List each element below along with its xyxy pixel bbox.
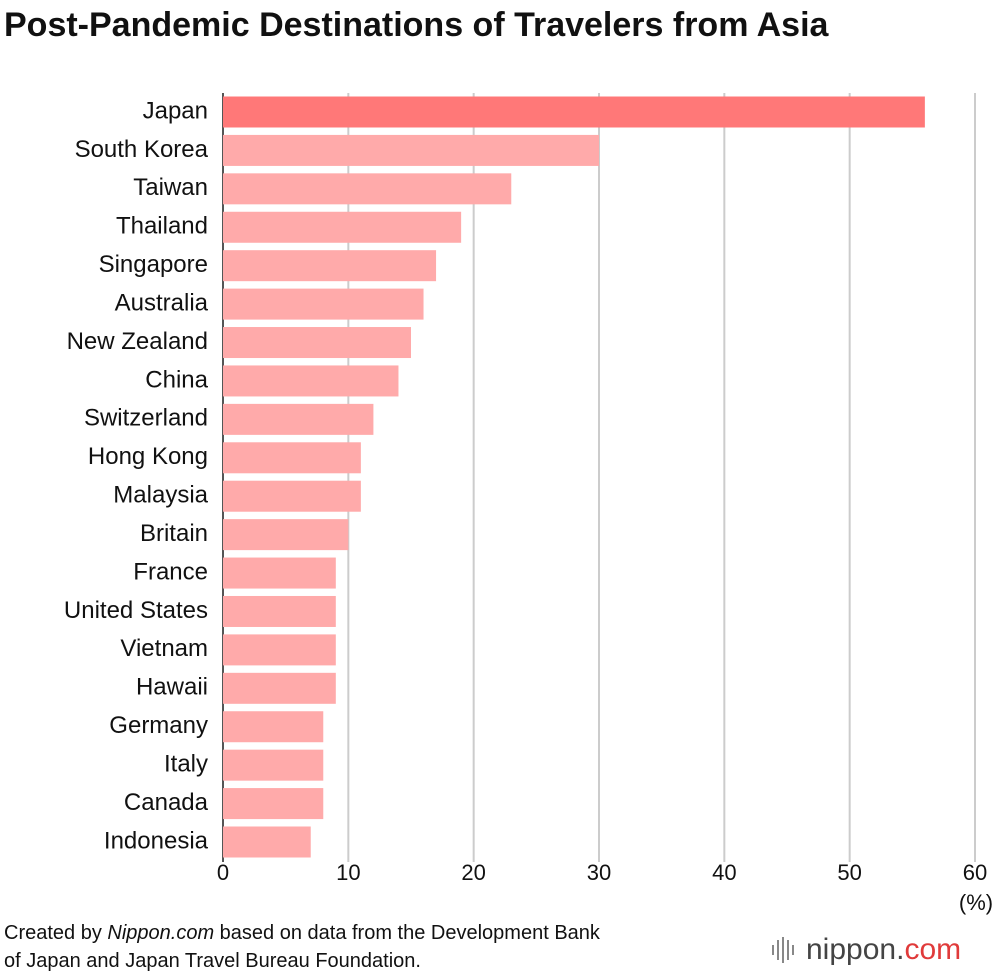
- bar: [223, 173, 512, 205]
- y-tick-label: Japan: [143, 97, 208, 124]
- x-unit: (%): [959, 890, 993, 915]
- bar: [223, 595, 336, 627]
- bar: [223, 134, 599, 166]
- y-tick-label: Canada: [124, 789, 209, 816]
- logo-icon: [772, 937, 794, 963]
- x-tick-label: 50: [837, 860, 861, 885]
- bar: [223, 634, 336, 666]
- bar: [223, 403, 374, 435]
- x-tick-label: 60: [963, 860, 987, 885]
- bar: [223, 711, 324, 743]
- x-tick-label: 0: [217, 860, 229, 885]
- chart-title: Post-Pandemic Destinations of Travelers …: [4, 6, 830, 44]
- y-tick-label: New Zealand: [67, 328, 208, 355]
- y-tick-label: Switzerland: [84, 405, 208, 432]
- y-tick-label: United States: [64, 597, 208, 624]
- y-tick-label: Singapore: [99, 251, 208, 278]
- bar: [223, 327, 411, 359]
- y-tick-label: Vietnam: [120, 635, 208, 662]
- bar: [223, 826, 311, 858]
- logo-text: com: [904, 933, 961, 966]
- source-text: based on data from the Development Bank: [214, 922, 601, 944]
- bar: [223, 557, 336, 589]
- bar: [223, 749, 324, 781]
- y-tick-label: Taiwan: [133, 174, 208, 201]
- bar: [223, 480, 361, 512]
- bar: [223, 288, 424, 320]
- y-tick-label: Hong Kong: [88, 443, 208, 470]
- y-tick-label: Italy: [164, 751, 208, 778]
- bar: [223, 250, 437, 282]
- source-text: Nippon.com: [107, 922, 214, 944]
- logo-text: nippon.: [806, 933, 904, 966]
- bar: [223, 211, 462, 243]
- y-tick-label: South Korea: [75, 136, 209, 163]
- bar: [223, 442, 361, 474]
- source-note: Created by Nippon.com based on data from…: [4, 922, 601, 972]
- bar: [223, 96, 925, 128]
- logo: nippon.com: [806, 933, 961, 966]
- y-tick-label: Malaysia: [113, 482, 208, 509]
- bar: [223, 788, 324, 820]
- x-tick-label: 20: [461, 860, 485, 885]
- y-tick-label: Germany: [109, 712, 208, 739]
- x-tick-label: 30: [587, 860, 611, 885]
- y-tick-label: China: [145, 366, 208, 393]
- y-tick-label: Indonesia: [104, 827, 209, 854]
- y-tick-label: France: [133, 558, 208, 585]
- x-tick-label: 10: [336, 860, 360, 885]
- bar: [223, 365, 399, 397]
- x-tick-label: 40: [712, 860, 736, 885]
- y-tick-label: Britain: [140, 520, 208, 547]
- y-tick-label: Hawaii: [136, 674, 208, 701]
- y-tick-label: Australia: [115, 289, 209, 316]
- bar: [223, 519, 349, 551]
- bar: [223, 672, 336, 704]
- source-text: Created by: [4, 922, 107, 944]
- y-tick-label: Thailand: [116, 213, 208, 240]
- source-text: of Japan and Japan Travel Bureau Foundat…: [4, 950, 421, 972]
